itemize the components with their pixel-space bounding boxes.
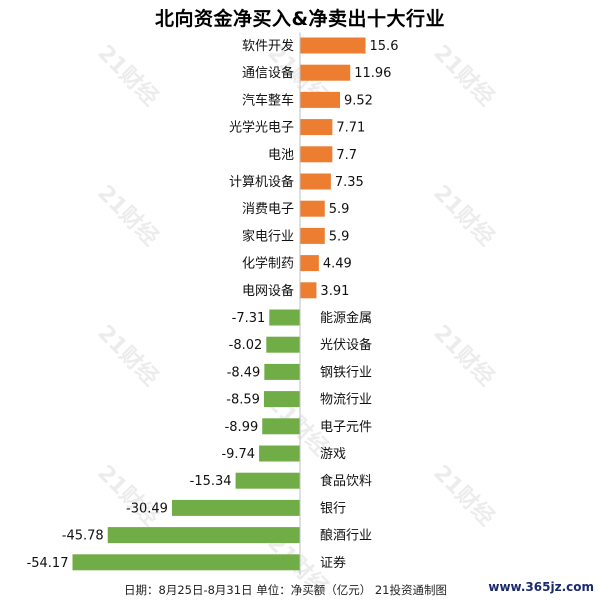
value-label: -8.02 [229, 338, 263, 353]
value-label: -8.99 [225, 420, 259, 435]
category-label: 软件开发 [242, 38, 294, 54]
category-label: 物流行业 [320, 393, 372, 408]
value-label: 11.96 [354, 66, 391, 81]
bar-negative [171, 499, 300, 516]
category-label: 能源金属 [320, 310, 372, 326]
source-watermark: www.365jz.com [488, 580, 594, 594]
bar-positive [300, 227, 325, 244]
category-label: 电池 [268, 148, 294, 163]
value-label: -9.74 [221, 447, 255, 462]
bar-positive [300, 91, 340, 108]
bar-negative [72, 554, 301, 571]
bar-negative [262, 418, 300, 435]
value-label: 15.6 [370, 39, 399, 54]
bar-positive [300, 200, 325, 217]
category-label: 汽车整车 [242, 92, 294, 108]
category-label: 电网设备 [242, 283, 294, 299]
category-label: 游戏 [320, 447, 346, 462]
value-label: 3.91 [320, 284, 349, 299]
category-label: 计算机设备 [229, 174, 294, 190]
value-label: 7.71 [336, 121, 365, 136]
bar-positive [300, 37, 366, 54]
bar-positive [300, 282, 317, 299]
value-label: -54.17 [27, 556, 69, 571]
value-label: -7.31 [232, 311, 266, 326]
bar-negative [266, 336, 300, 353]
value-label: -8.49 [227, 365, 261, 380]
category-label: 通信设备 [242, 65, 294, 81]
value-label: -30.49 [126, 501, 168, 516]
category-label: 食品饮料 [320, 473, 372, 489]
value-label: -8.59 [226, 393, 260, 408]
category-label: 证券 [320, 555, 346, 571]
value-label: 5.9 [329, 229, 350, 244]
chart-title: 北向资金净买入&净卖出十大行业 [154, 8, 446, 30]
value-label: 5.9 [329, 202, 350, 217]
value-label: 4.49 [323, 257, 352, 272]
category-label: 消费电子 [242, 202, 294, 217]
category-label: 光学光电子 [229, 120, 294, 136]
bar-positive [300, 255, 319, 272]
value-label: 7.35 [335, 175, 364, 190]
category-label: 家电行业 [242, 228, 294, 244]
bar-negative [235, 472, 300, 489]
category-label: 光伏设备 [320, 337, 372, 353]
bar-negative [264, 363, 300, 380]
bar-positive [300, 173, 331, 190]
bar-negative [263, 391, 300, 408]
bar-negative [107, 527, 300, 544]
category-label: 电子元件 [320, 420, 372, 435]
value-label: 7.7 [336, 148, 357, 163]
bar-negative [269, 309, 300, 326]
value-label: -45.78 [62, 529, 104, 544]
category-label: 银行 [320, 501, 346, 516]
chart-footer: 日期：8月25日-8月31日 单位：净买额（亿元） 21投资通制图 [124, 583, 447, 597]
bar-negative [259, 445, 300, 462]
bar-positive [300, 64, 351, 81]
bar-positive [300, 146, 333, 163]
category-label: 酿酒行业 [320, 528, 372, 544]
bar-positive [300, 119, 333, 136]
value-label: 9.52 [344, 93, 373, 108]
value-label: -15.34 [190, 474, 232, 489]
category-label: 化学制药 [242, 256, 294, 272]
category-label: 钢铁行业 [320, 365, 372, 380]
